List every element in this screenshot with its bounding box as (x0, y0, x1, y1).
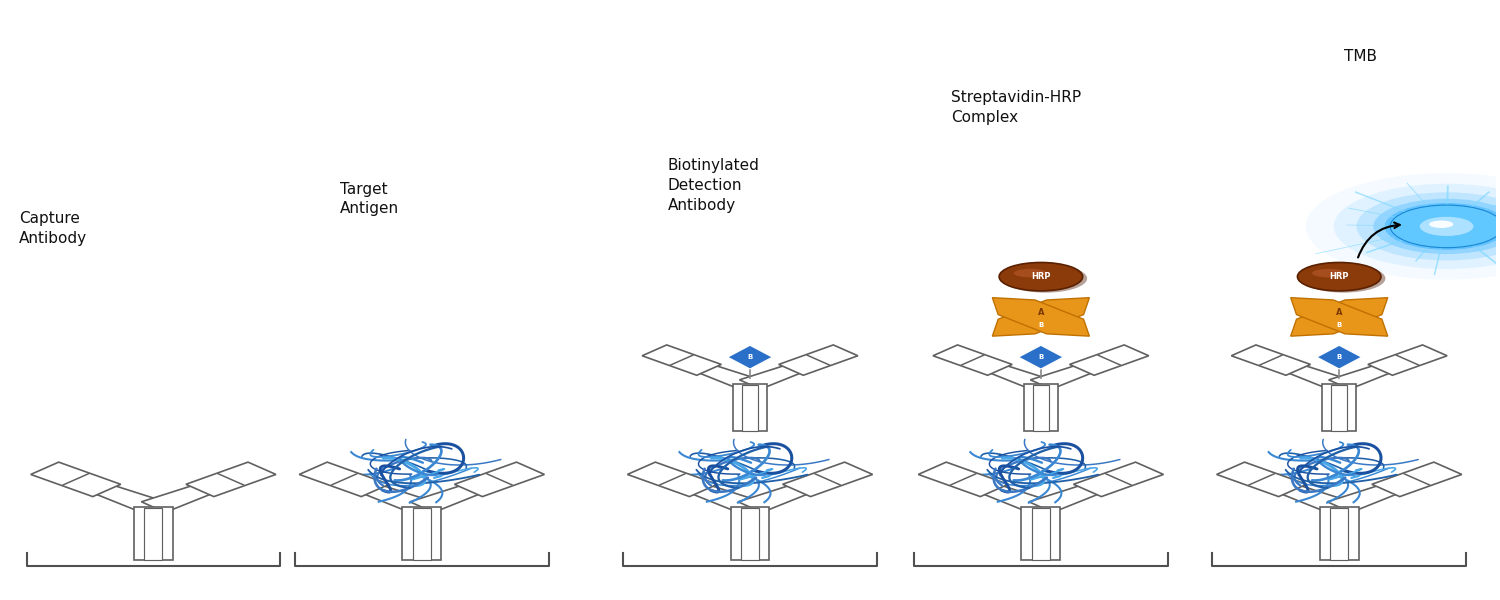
Polygon shape (298, 462, 388, 497)
Ellipse shape (1014, 269, 1047, 277)
Polygon shape (778, 345, 858, 375)
Polygon shape (1332, 385, 1347, 431)
Polygon shape (993, 298, 1089, 336)
Text: HRP: HRP (1030, 272, 1050, 281)
Text: Capture
Antibody: Capture Antibody (20, 211, 87, 246)
Polygon shape (1290, 298, 1388, 336)
Polygon shape (1290, 298, 1388, 336)
Polygon shape (675, 357, 760, 389)
Polygon shape (918, 462, 1008, 497)
Text: TMB: TMB (1344, 49, 1377, 64)
Polygon shape (402, 507, 441, 560)
Text: B: B (1336, 354, 1342, 360)
Polygon shape (1368, 345, 1448, 375)
Polygon shape (956, 476, 1053, 512)
Polygon shape (738, 476, 836, 512)
Polygon shape (1329, 357, 1414, 389)
Text: B: B (1038, 354, 1044, 360)
Polygon shape (664, 476, 762, 512)
Text: Biotinylated
Detection
Antibody: Biotinylated Detection Antibody (668, 158, 760, 212)
Polygon shape (454, 462, 544, 497)
Polygon shape (1330, 508, 1348, 560)
Text: A: A (1336, 308, 1342, 317)
Polygon shape (1328, 476, 1425, 512)
Polygon shape (1030, 357, 1116, 389)
Polygon shape (1372, 462, 1462, 497)
Ellipse shape (1302, 264, 1386, 293)
Text: B: B (747, 354, 753, 360)
Polygon shape (30, 462, 120, 497)
Ellipse shape (1004, 264, 1088, 293)
Polygon shape (141, 476, 238, 512)
Polygon shape (933, 345, 1013, 375)
Polygon shape (1322, 385, 1356, 431)
Polygon shape (740, 357, 825, 389)
Polygon shape (1029, 476, 1126, 512)
Ellipse shape (999, 262, 1083, 291)
Polygon shape (1074, 462, 1164, 497)
Ellipse shape (1384, 203, 1500, 250)
Polygon shape (1032, 508, 1050, 560)
Polygon shape (1022, 507, 1060, 560)
Polygon shape (186, 462, 276, 497)
Polygon shape (728, 346, 772, 369)
Polygon shape (1034, 385, 1048, 431)
Polygon shape (1264, 357, 1350, 389)
Polygon shape (134, 507, 172, 560)
Polygon shape (336, 476, 433, 512)
Polygon shape (730, 507, 770, 560)
Text: Target
Antigen: Target Antigen (340, 182, 399, 217)
Polygon shape (783, 462, 873, 497)
Polygon shape (410, 476, 507, 512)
Polygon shape (993, 298, 1089, 336)
Ellipse shape (1356, 193, 1500, 260)
Text: B: B (1038, 322, 1044, 328)
Ellipse shape (1430, 221, 1454, 228)
Polygon shape (1254, 476, 1352, 512)
Polygon shape (1070, 345, 1149, 375)
Polygon shape (642, 345, 722, 375)
Ellipse shape (1334, 184, 1500, 269)
Polygon shape (68, 476, 165, 512)
Polygon shape (966, 357, 1052, 389)
Polygon shape (1317, 346, 1362, 369)
Polygon shape (413, 508, 430, 560)
Polygon shape (1019, 346, 1064, 369)
Polygon shape (627, 462, 717, 497)
Ellipse shape (1298, 262, 1382, 291)
Text: B: B (1336, 322, 1342, 328)
Ellipse shape (1305, 173, 1500, 280)
Polygon shape (1232, 345, 1311, 375)
Polygon shape (1024, 385, 1057, 431)
Polygon shape (742, 385, 758, 431)
Ellipse shape (1374, 199, 1500, 254)
Ellipse shape (1390, 205, 1500, 248)
Text: A: A (1038, 308, 1044, 317)
Text: Streptavidin-HRP
Complex: Streptavidin-HRP Complex (951, 90, 1082, 125)
Polygon shape (741, 508, 759, 560)
Polygon shape (144, 508, 162, 560)
Text: HRP: HRP (1329, 272, 1348, 281)
Ellipse shape (1312, 269, 1346, 277)
Polygon shape (1216, 462, 1306, 497)
Ellipse shape (1420, 217, 1473, 236)
Polygon shape (1320, 507, 1359, 560)
Polygon shape (734, 385, 766, 431)
